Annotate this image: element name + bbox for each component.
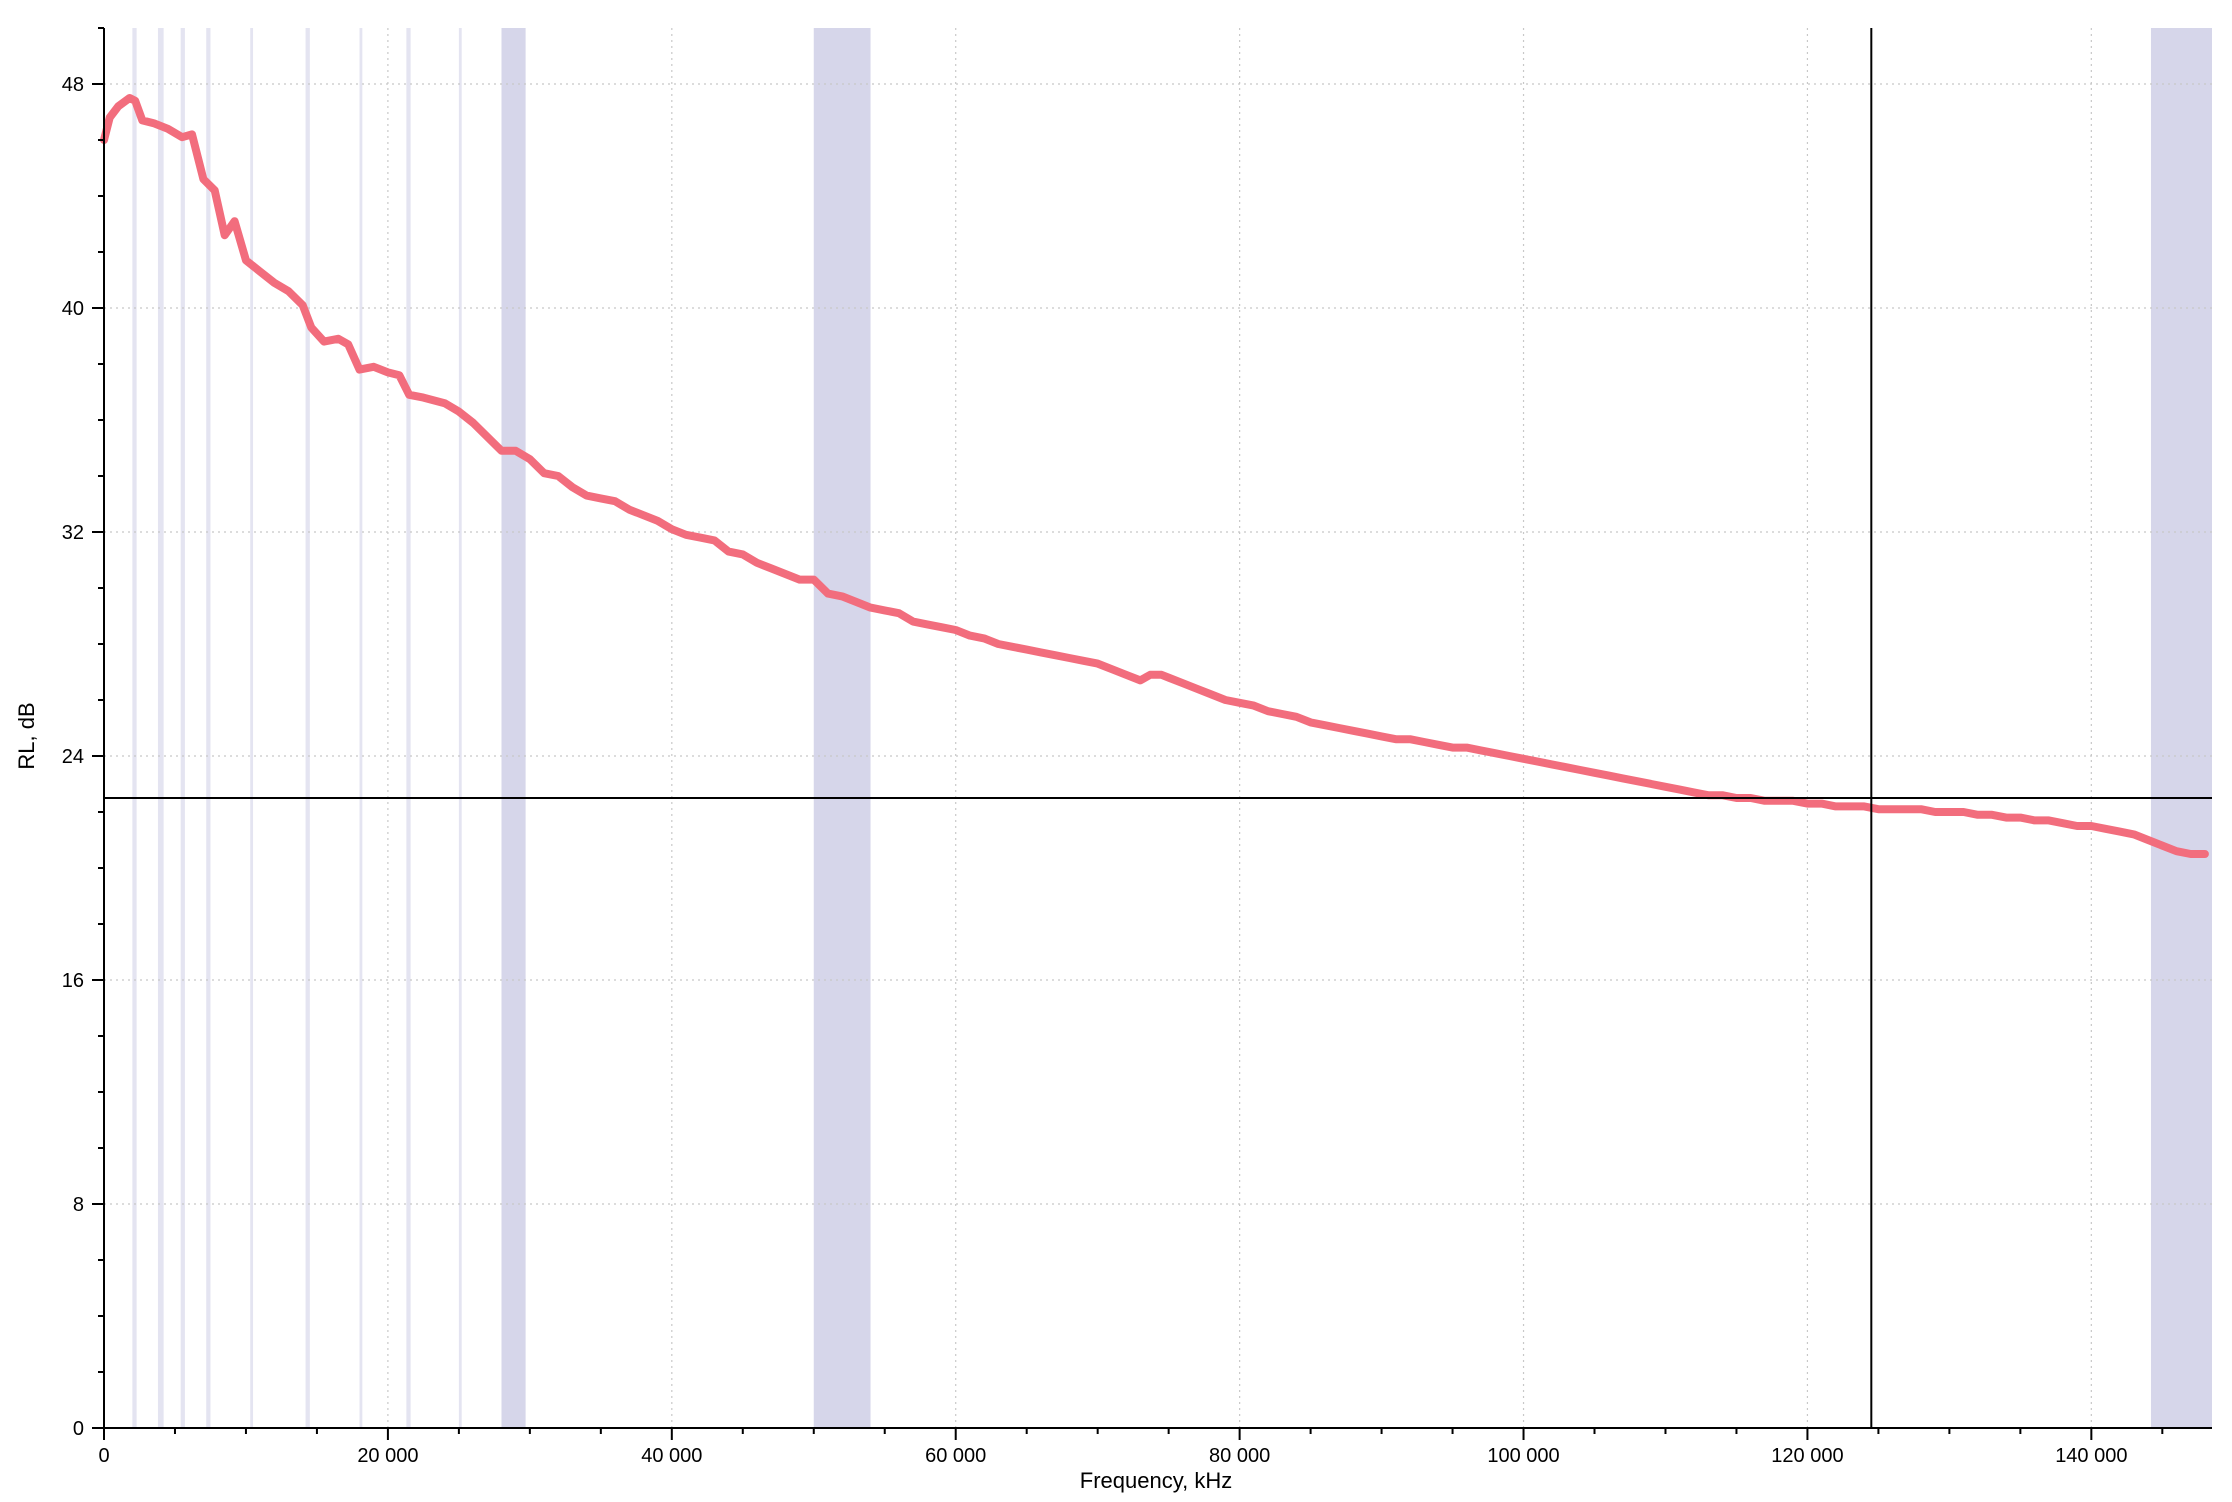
series-layer [100, 94, 2209, 858]
marker-line-6 [359, 28, 363, 1428]
y-tick-label: 48 [62, 74, 84, 96]
marker-line-1 [157, 28, 164, 1428]
marker-line-0 [132, 28, 137, 1428]
y-tick-label: 32 [62, 522, 84, 544]
axes [92, 27, 2212, 1440]
marker-line-5 [305, 28, 310, 1428]
highlight-bands [132, 28, 2212, 1428]
series-line-RL [100, 94, 2209, 858]
x-tick-label: 60 000 [925, 1445, 986, 1467]
x-tick-label: 0 [98, 1445, 109, 1467]
y-axis-title: RL, dB [14, 702, 39, 769]
y-tick-label: 40 [62, 298, 84, 320]
x-tick-label: 40 000 [641, 1445, 702, 1467]
y-tick-label: 24 [62, 746, 84, 768]
x-tick-label: 80 000 [1209, 1445, 1270, 1467]
x-tick-label: 120 000 [1771, 1445, 1843, 1467]
x-tick-label: 20 000 [357, 1445, 418, 1467]
band-2 [2150, 28, 2212, 1428]
x-tick-label: 100 000 [1487, 1445, 1559, 1467]
marker-line-3 [206, 28, 211, 1428]
band-1 [813, 28, 871, 1428]
grid [104, 28, 2212, 1428]
y-tick-label: 16 [62, 970, 84, 992]
x-tick-label: 140 000 [2055, 1445, 2127, 1467]
crosshair-cursor[interactable] [104, 28, 2212, 1428]
x-axis-title: Frequency, kHz [1080, 1468, 1232, 1493]
y-tick-label: 0 [73, 1418, 84, 1440]
tick-labels: 0 20 000 40 000 60 000 80 000 100 000 120 000 1… [62, 74, 2128, 1467]
marker-line-2 [180, 28, 185, 1428]
y-tick-label: 8 [73, 1194, 84, 1216]
marker-line-7 [406, 28, 411, 1428]
marker-line-8 [458, 28, 462, 1428]
marker-line-4 [250, 28, 254, 1428]
band-0 [501, 28, 526, 1428]
